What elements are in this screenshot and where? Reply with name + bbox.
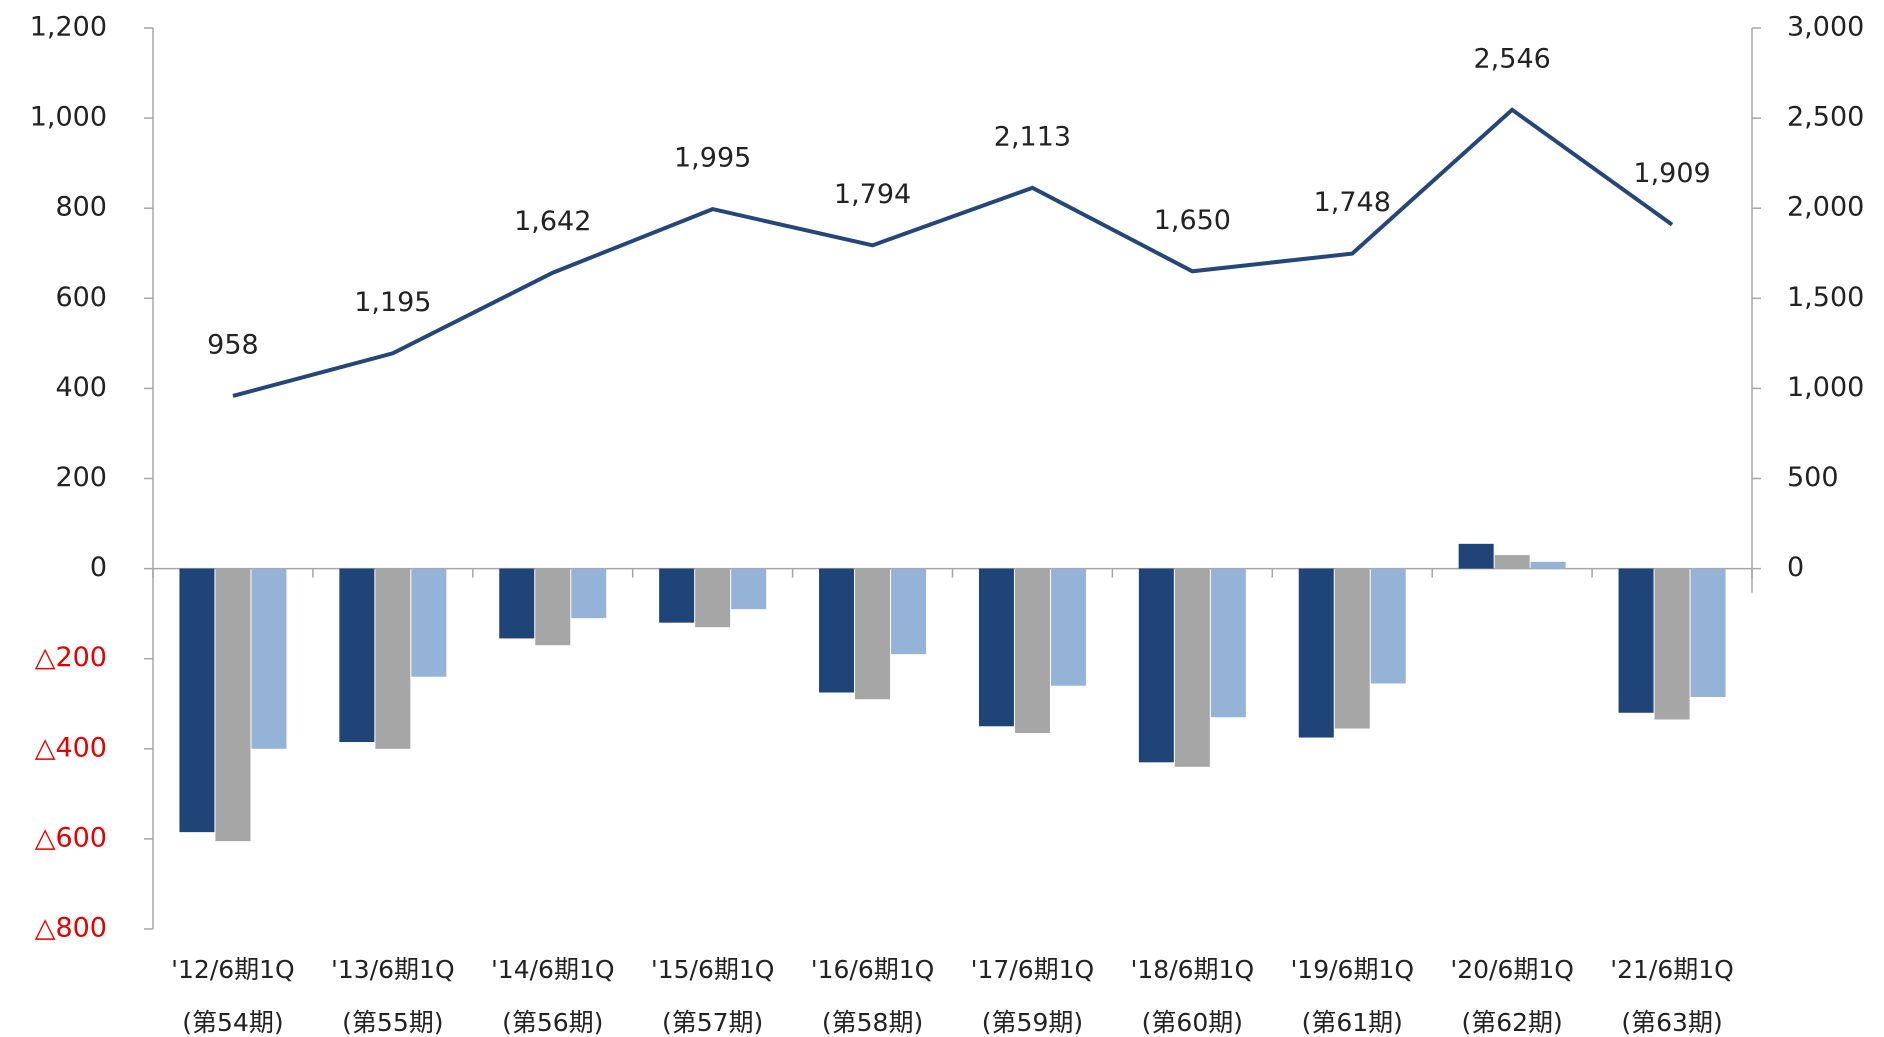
bar — [1530, 561, 1566, 569]
bar — [1298, 568, 1334, 738]
y-tick-label: △400 — [35, 732, 107, 763]
bar — [215, 568, 251, 842]
y2-tick-label: 500 — [1787, 462, 1839, 493]
bar — [978, 568, 1014, 727]
x-tick-label: '12/6期1Q — [171, 955, 295, 984]
bar — [251, 568, 287, 749]
x-tick-label: (第55期) — [342, 1008, 443, 1037]
y-tick-label: △800 — [35, 913, 107, 944]
bar — [1458, 543, 1494, 569]
data-label: 1,748 — [1314, 187, 1391, 218]
x-tick-label: (第62期) — [1461, 1008, 1562, 1037]
bar — [1690, 568, 1726, 697]
bar — [411, 568, 447, 677]
y2-tick-label: 2,500 — [1787, 102, 1864, 133]
bar — [1210, 568, 1246, 718]
bar — [1138, 568, 1174, 763]
data-label: 2,113 — [994, 121, 1071, 152]
bar — [571, 568, 607, 619]
x-tick-label: '13/6期1Q — [331, 955, 455, 984]
data-label: 958 — [207, 329, 259, 360]
y2-tick-label: 1,500 — [1787, 282, 1864, 313]
bar — [1618, 568, 1654, 713]
x-tick-label: '19/6期1Q — [1290, 955, 1414, 984]
bar — [891, 568, 927, 655]
x-tick-label: '21/6期1Q — [1610, 955, 1734, 984]
y-tick-label: 400 — [55, 372, 107, 403]
bar — [695, 568, 731, 628]
data-label: 1,909 — [1633, 158, 1710, 189]
bar — [1174, 568, 1210, 767]
bar — [375, 568, 411, 749]
bar — [819, 568, 855, 693]
x-tick-label: (第59期) — [982, 1008, 1083, 1037]
bar — [1014, 568, 1050, 734]
y2-tick-label: 1,000 — [1787, 372, 1864, 403]
y-tick-label: 1,200 — [30, 12, 107, 43]
data-label: 1,794 — [834, 179, 911, 210]
y-tick-label: △600 — [35, 822, 107, 853]
bar — [1494, 555, 1530, 569]
x-tick-label: '17/6期1Q — [971, 955, 1095, 984]
y-tick-label: 0 — [90, 552, 107, 583]
x-tick-label: '20/6期1Q — [1450, 955, 1574, 984]
bar — [731, 568, 767, 610]
bar — [1050, 568, 1086, 686]
bar — [339, 568, 375, 743]
bar — [1654, 568, 1690, 720]
bar — [1334, 568, 1370, 729]
x-tick-label: (第58期) — [822, 1008, 923, 1037]
y-tick-label: 200 — [55, 462, 107, 493]
x-tick-label: (第60期) — [1142, 1008, 1243, 1037]
bar — [499, 568, 535, 639]
x-tick-label: (第56期) — [502, 1008, 603, 1037]
bar — [659, 568, 695, 623]
data-label: 1,650 — [1154, 205, 1231, 236]
y-tick-label: 600 — [55, 282, 107, 313]
bar — [179, 568, 215, 833]
data-label: 1,642 — [514, 206, 591, 237]
x-tick-label: (第54期) — [182, 1008, 283, 1037]
y2-tick-label: 0 — [1787, 552, 1804, 583]
x-tick-label: '14/6期1Q — [491, 955, 615, 984]
x-tick-label: '16/6期1Q — [811, 955, 935, 984]
line — [232, 107, 1674, 398]
x-tick-label: (第57期) — [662, 1008, 763, 1037]
data-label: 1,995 — [674, 143, 751, 174]
y-tick-label: 800 — [55, 192, 107, 223]
x-tick-label: (第61期) — [1302, 1008, 1403, 1037]
x-tick-label: '15/6期1Q — [651, 955, 775, 984]
data-label: 1,195 — [354, 287, 431, 318]
y-tick-label: 1,000 — [30, 102, 107, 133]
data-label: 2,546 — [1474, 43, 1551, 74]
y2-tick-label: 3,000 — [1787, 12, 1864, 43]
bar — [1370, 568, 1406, 684]
y2-tick-label: 2,000 — [1787, 192, 1864, 223]
y-tick-label: △200 — [35, 642, 107, 673]
x-tick-label: (第63期) — [1621, 1008, 1722, 1037]
bar — [855, 568, 891, 700]
bar — [535, 568, 571, 646]
x-tick-label: '18/6期1Q — [1131, 955, 1255, 984]
